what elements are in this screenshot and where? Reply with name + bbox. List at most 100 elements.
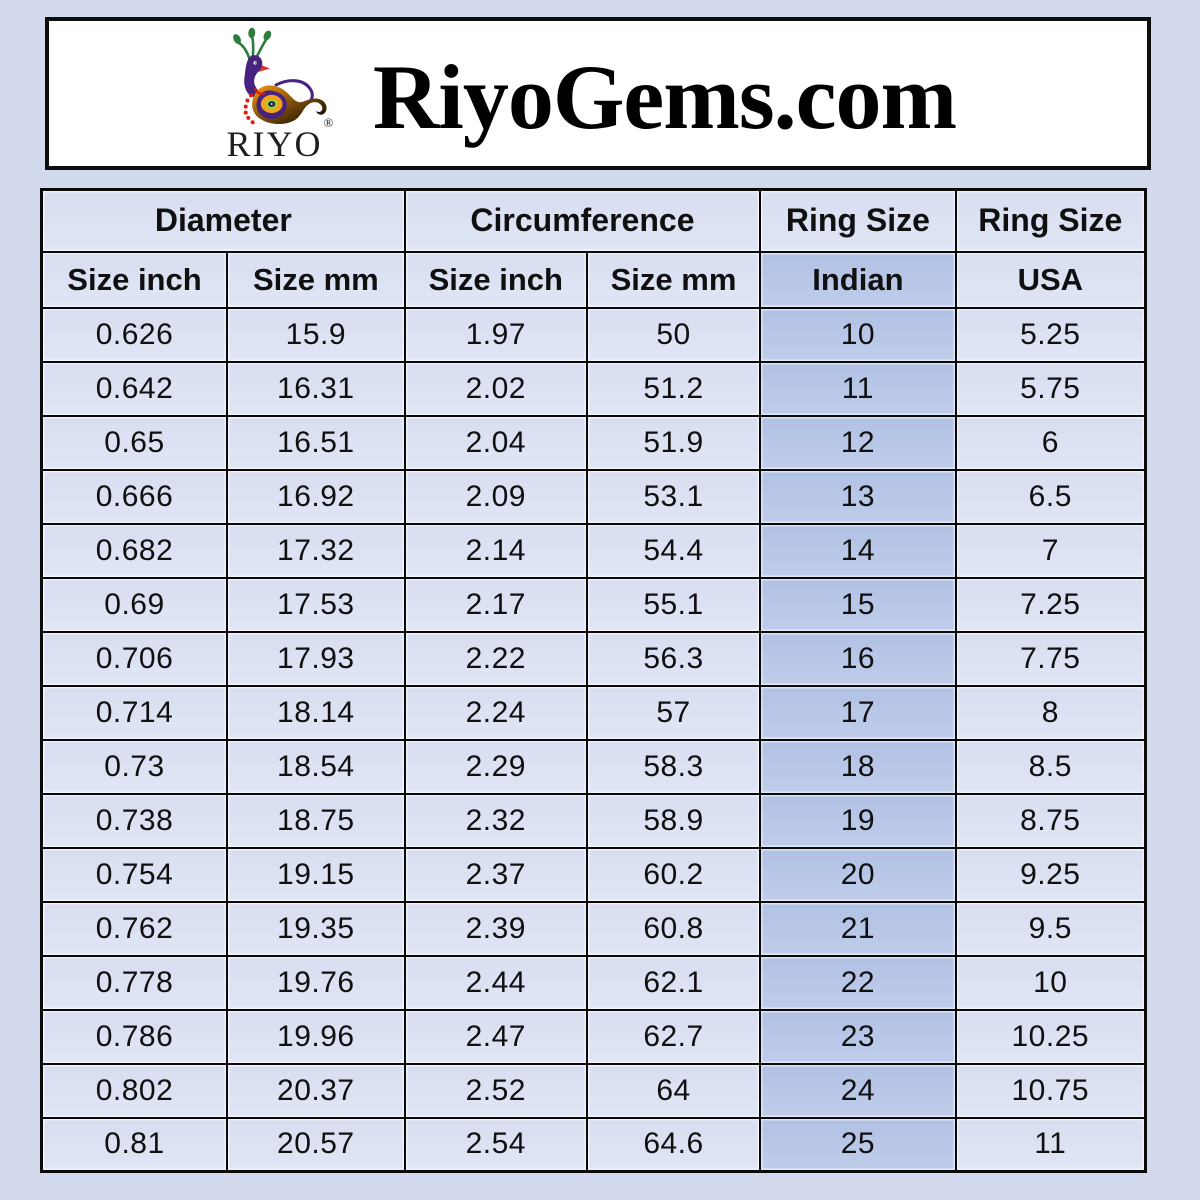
table-cell: 8.5 [954,738,1147,795]
table-row: 0.802 20.37 2.52 64 24 10.75 [40,1062,1147,1119]
table-cell: 56.3 [585,630,762,687]
table-cell: 20 [759,846,957,903]
table-cell: 20.37 [225,1062,406,1119]
table-cell: 0.762 [40,900,228,957]
table-cell: 19.15 [225,846,406,903]
table-cell: 14 [759,522,957,579]
subheader-diameter-size-mm: Size mm [225,250,406,309]
table-cell: 19.35 [225,900,406,957]
table-cell: 2.32 [403,792,588,849]
subheader-circumference-size-inch: Size inch [403,250,588,309]
table-cell: 23 [759,1008,957,1065]
table-cell: 15.9 [225,306,406,363]
table-cell: 0.642 [40,360,228,417]
table-cell: 17.53 [225,576,406,633]
table-cell: 0.69 [40,576,228,633]
table-cell: 2.47 [403,1008,588,1065]
table-cell: 16.92 [225,468,406,525]
table-cell: 2.14 [403,522,588,579]
table-row: 0.65 16.51 2.04 51.9 12 6 [40,414,1147,471]
table-cell: 19.96 [225,1008,406,1065]
table-row: 0.69 17.53 2.17 55.1 15 7.25 [40,576,1147,633]
table-cell: 0.786 [40,1008,228,1065]
table-cell: 51.2 [585,360,762,417]
column-group-ring-size-indian: Ring Size [759,188,957,253]
table-cell: 55.1 [585,576,762,633]
table-cell: 6 [954,414,1147,471]
table-cell: 0.73 [40,738,228,795]
table-cell: 0.626 [40,306,228,363]
brand-name-text: RIYO [226,123,323,164]
table-cell: 50 [585,306,762,363]
table-cell: 12 [759,414,957,471]
table-row: 0.706 17.93 2.22 56.3 16 7.75 [40,630,1147,687]
table-cell: 0.802 [40,1062,228,1119]
table-cell: 6.5 [954,468,1147,525]
table-cell: 15 [759,576,957,633]
brand-logo: RIYO® [197,26,362,162]
table-cell: 9.5 [954,900,1147,957]
table-cell: 19.76 [225,954,406,1011]
table-cell: 10 [759,306,957,363]
table-cell: 0.682 [40,522,228,579]
table-cell: 64.6 [585,1116,762,1173]
table-cell: 58.9 [585,792,762,849]
table-cell: 0.778 [40,954,228,1011]
table-cell: 2.09 [403,468,588,525]
column-group-diameter: Diameter [40,188,406,253]
table-row: 0.682 17.32 2.14 54.4 14 7 [40,522,1147,579]
ring-size-table: Diameter Circumference Ring Size Ring Si… [40,188,1147,1173]
peacock-icon [233,27,327,124]
table-cell: 10 [954,954,1147,1011]
table-cell: 11 [759,360,957,417]
subheader-ring-size-indian: Indian [759,250,957,309]
column-group-ring-size-usa: Ring Size [954,188,1147,253]
table-group-header-row: Diameter Circumference Ring Size Ring Si… [40,188,1147,253]
table-cell: 0.754 [40,846,228,903]
table-cell: 7.75 [954,630,1147,687]
table-cell: 2.17 [403,576,588,633]
table-cell: 58.3 [585,738,762,795]
table-cell: 17.32 [225,522,406,579]
table-subheader-row: Size inch Size mm Size inch Size mm Indi… [40,250,1147,309]
table-cell: 2.02 [403,360,588,417]
table-row: 0.666 16.92 2.09 53.1 13 6.5 [40,468,1147,525]
table-cell: 0.714 [40,684,228,741]
table-cell: 57 [585,684,762,741]
table-row: 0.626 15.9 1.97 50 10 5.25 [40,306,1147,363]
table-cell: 8 [954,684,1147,741]
table-cell: 2.52 [403,1062,588,1119]
table-cell: 60.2 [585,846,762,903]
table-cell: 54.4 [585,522,762,579]
table-cell: 1.97 [403,306,588,363]
table-cell: 16.51 [225,414,406,471]
table-cell: 16 [759,630,957,687]
table-cell: 18 [759,738,957,795]
table-cell: 0.738 [40,792,228,849]
table-row: 0.73 18.54 2.29 58.3 18 8.5 [40,738,1147,795]
table-cell: 5.25 [954,306,1147,363]
table-cell: 25 [759,1116,957,1173]
table-cell: 62.1 [585,954,762,1011]
table-cell: 2.54 [403,1116,588,1173]
table-cell: 2.44 [403,954,588,1011]
table-body: 0.626 15.9 1.97 50 10 5.25 0.642 16.31 2.02 51.2 1… [40,306,1147,1173]
table-cell: 0.706 [40,630,228,687]
table-cell: 8.75 [954,792,1147,849]
table-row: 0.762 19.35 2.39 60.8 21 9.5 [40,900,1147,957]
table-cell: 0.666 [40,468,228,525]
table-cell: 2.29 [403,738,588,795]
table-row: 0.786 19.96 2.47 62.7 23 10.25 [40,1008,1147,1065]
table-cell: 11 [954,1116,1147,1173]
table-cell: 22 [759,954,957,1011]
table-cell: 10.75 [954,1062,1147,1119]
table-cell: 5.75 [954,360,1147,417]
table-cell: 0.65 [40,414,228,471]
table-cell: 2.37 [403,846,588,903]
table-cell: 17 [759,684,957,741]
table-cell: 17.93 [225,630,406,687]
table-cell: 9.25 [954,846,1147,903]
table-cell: 53.1 [585,468,762,525]
table-cell: 18.54 [225,738,406,795]
table-cell: 2.22 [403,630,588,687]
